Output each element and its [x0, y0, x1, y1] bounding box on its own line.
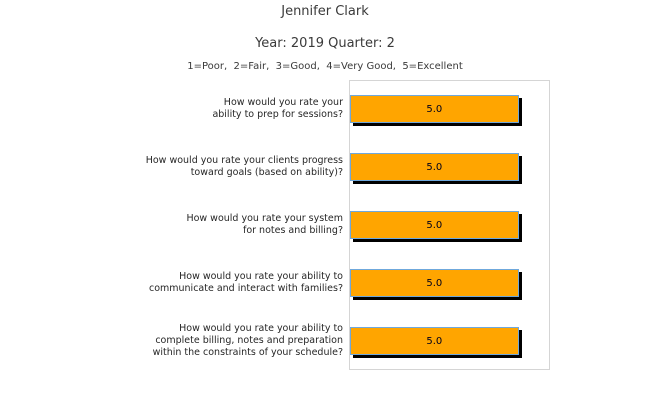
- plot-area: [349, 80, 550, 370]
- bar: 5.0: [350, 269, 519, 297]
- chart-subtitle: Year: 2019 Quarter: 2: [255, 36, 395, 51]
- bar: 5.0: [350, 95, 519, 123]
- category-label: How would you rate your ability to commu…: [148, 271, 343, 294]
- bar-row: How would you rate your system for notes…: [0, 196, 650, 254]
- chart-title: Jennifer Clark: [281, 4, 369, 19]
- bar-track: 5.0: [350, 138, 550, 196]
- bar: 5.0: [350, 327, 519, 355]
- category-label: How would you rate your system for notes…: [186, 213, 343, 236]
- category-label: How would you rate your ability to compl…: [152, 323, 343, 358]
- rating-scale-legend: 1=Poor, 2=Fair, 3=Good, 4=Very Good, 5=E…: [187, 61, 463, 72]
- bar-row: How would you rate your ability to compl…: [0, 312, 650, 370]
- bar: 5.0: [350, 211, 519, 239]
- bar-track: 5.0: [350, 196, 550, 254]
- category-label: How would you rate your clients progress…: [145, 155, 343, 178]
- bar-value-label: 5.0: [426, 219, 443, 231]
- bar-row: How would you rate your ability to prep …: [0, 80, 650, 138]
- bar-track: 5.0: [350, 312, 550, 370]
- bar-row: How would you rate your ability to commu…: [0, 254, 650, 312]
- bar-track: 5.0: [350, 254, 550, 312]
- bar-value-label: 5.0: [426, 335, 443, 347]
- bar: 5.0: [350, 153, 519, 181]
- bar-track: 5.0: [350, 80, 550, 138]
- bar-value-label: 5.0: [426, 161, 443, 173]
- bar-rows: How would you rate your ability to prep …: [0, 80, 650, 370]
- bar-row: How would you rate your clients progress…: [0, 138, 650, 196]
- bar-value-label: 5.0: [426, 277, 443, 289]
- bar-value-label: 5.0: [426, 103, 443, 115]
- category-label: How would you rate your ability to prep …: [212, 97, 343, 120]
